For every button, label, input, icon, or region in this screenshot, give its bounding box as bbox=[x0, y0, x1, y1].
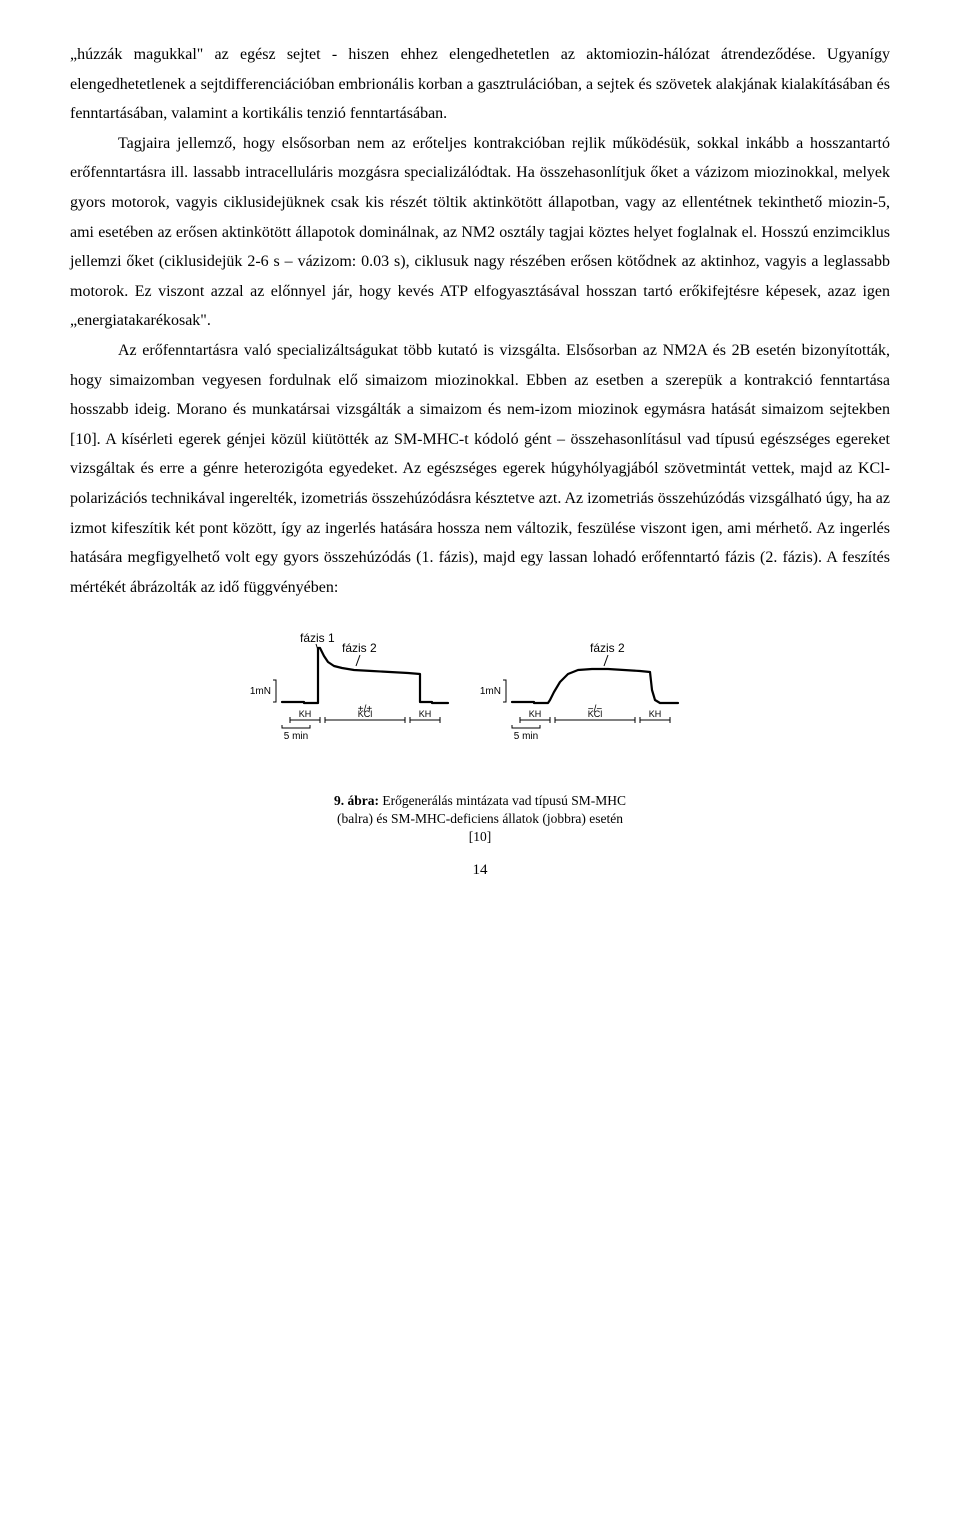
svg-text:5 min: 5 min bbox=[284, 731, 308, 742]
body-paragraph: „húzzák magukkal" az egész sejtet - hisz… bbox=[70, 40, 890, 129]
body-paragraph: Tagjaira jellemző, hogy elsősorban nem a… bbox=[70, 129, 890, 336]
page-number: 14 bbox=[70, 857, 890, 885]
svg-text:fázis 1: fázis 1 bbox=[300, 631, 335, 645]
caption-ref: [10] bbox=[469, 829, 492, 844]
svg-text:KCl: KCl bbox=[588, 709, 603, 719]
figure-9-caption: 9. ábra: Erőgenerálás mintázata vad típu… bbox=[70, 792, 890, 847]
caption-text: Erőgenerálás mintázata vad típusú SM-MHC bbox=[379, 793, 626, 808]
figure-9-svg: 1mN5 minfázis 1fázis 2+/+KHKClKH1mN5 min… bbox=[240, 630, 720, 775]
svg-text:1mN: 1mN bbox=[480, 686, 501, 697]
svg-text:fázis 2: fázis 2 bbox=[590, 641, 625, 655]
body-paragraph: Az erőfenntartásra való specializáltságu… bbox=[70, 336, 890, 602]
svg-text:KH: KH bbox=[419, 709, 432, 719]
svg-text:fázis 2: fázis 2 bbox=[342, 641, 377, 655]
svg-text:KH: KH bbox=[529, 709, 542, 719]
figure-9: 1mN5 minfázis 1fázis 2+/+KHKClKH1mN5 min… bbox=[70, 630, 890, 884]
caption-text: (balra) és SM-MHC-deficiens állatok (job… bbox=[337, 811, 623, 826]
caption-label: 9. ábra: bbox=[334, 793, 379, 808]
svg-text:KH: KH bbox=[649, 709, 662, 719]
svg-text:KCl: KCl bbox=[358, 709, 373, 719]
svg-text:KH: KH bbox=[299, 709, 312, 719]
svg-text:1mN: 1mN bbox=[250, 686, 271, 697]
svg-text:5 min: 5 min bbox=[514, 731, 538, 742]
